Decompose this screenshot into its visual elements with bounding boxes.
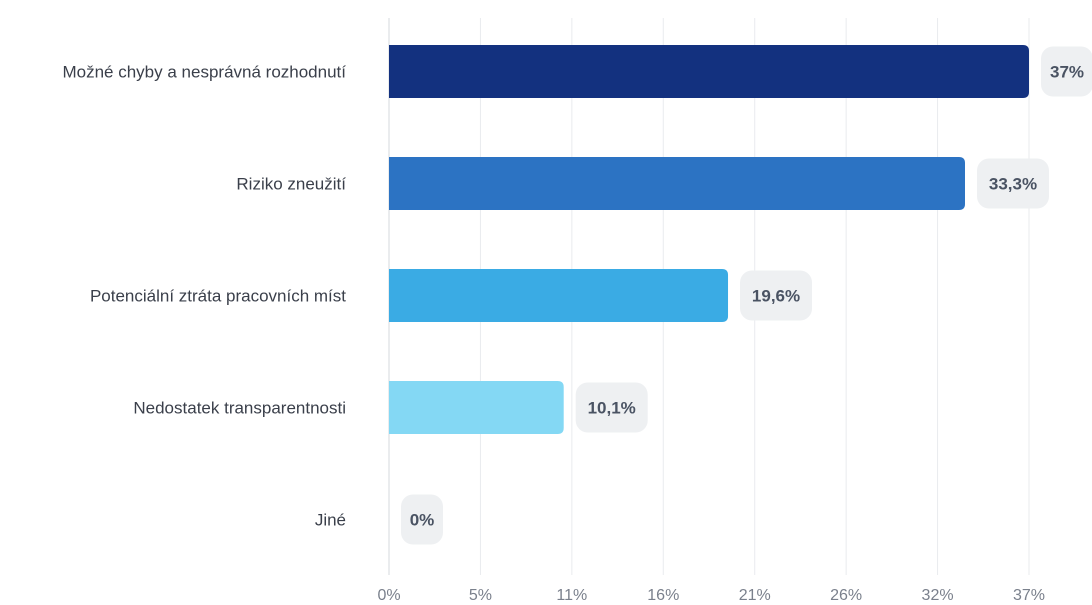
value-label-background: [977, 158, 1049, 209]
x-tick-label: 5%: [469, 587, 492, 604]
bar: [389, 269, 729, 322]
bar: [389, 157, 965, 210]
value-label-background: [740, 270, 813, 321]
value-label-background: [575, 382, 648, 433]
value-label: 10,1%: [588, 399, 636, 418]
category-label: Možné chyby a nesprávná rozhodnutí: [62, 63, 346, 82]
category-label: Jiné: [315, 511, 346, 530]
x-tick-label: 11%: [556, 587, 587, 604]
value-label: 19,6%: [752, 287, 800, 306]
value-label-background: [401, 494, 443, 545]
value-label-background: [1041, 46, 1092, 97]
value-label: 0%: [410, 511, 435, 530]
x-tick-label: 21%: [739, 587, 771, 604]
category-label: Nedostatek transparentnosti: [133, 399, 346, 418]
category-label: Riziko zneužití: [236, 175, 346, 194]
category-label: Potenciální ztráta pracovních míst: [90, 287, 346, 306]
x-tick-label: 16%: [647, 587, 679, 604]
x-tick-label: 26%: [830, 587, 862, 604]
x-tick-label: 32%: [922, 587, 954, 604]
bar: [389, 45, 1029, 98]
x-tick-label: 0%: [377, 587, 400, 604]
x-tick-label: 37%: [1013, 587, 1045, 604]
value-label: 33,3%: [989, 175, 1037, 194]
value-label: 37%: [1050, 63, 1084, 82]
bar: [389, 381, 564, 434]
